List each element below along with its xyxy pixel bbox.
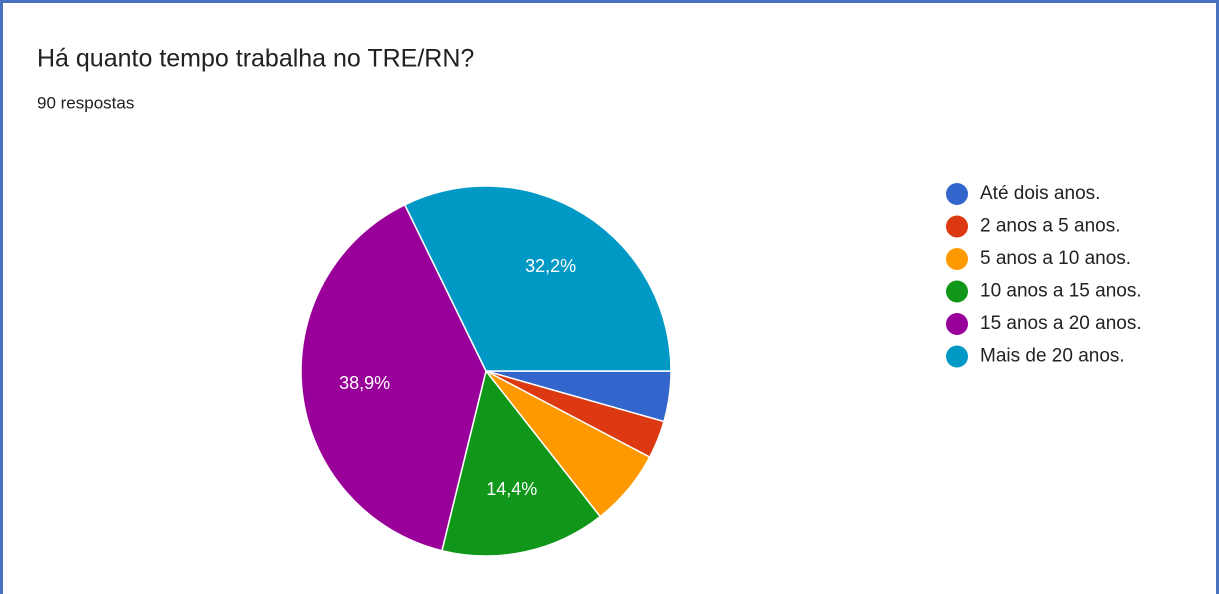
legend-label: 2 anos a 5 anos. (980, 216, 1121, 237)
legend-swatch (946, 313, 968, 335)
data-label: 38,9% (339, 373, 390, 393)
legend-label: Mais de 20 anos. (980, 346, 1125, 367)
chart-title: Há quanto tempo trabalha no TRE/RN? (37, 45, 474, 73)
pie-slice (441, 369, 602, 557)
legend-swatch (946, 280, 968, 303)
legend-swatch (946, 215, 968, 238)
legend-swatch (946, 345, 968, 368)
chart-subtitle: 90 respostas (37, 93, 134, 112)
legend-swatch (946, 248, 968, 270)
legend-swatch (946, 183, 968, 205)
legend-label: 5 anos a 10 anos. (980, 248, 1131, 269)
legend-label: Até dois anos. (980, 183, 1100, 204)
data-label: 32,2% (525, 256, 576, 276)
data-label: 14,4% (486, 479, 537, 499)
pie-slice (403, 185, 672, 372)
pie-slice (300, 203, 487, 552)
legend-label: 10 anos a 15 anos. (980, 281, 1142, 302)
legend-label: 15 anos a 20 anos. (980, 313, 1142, 334)
